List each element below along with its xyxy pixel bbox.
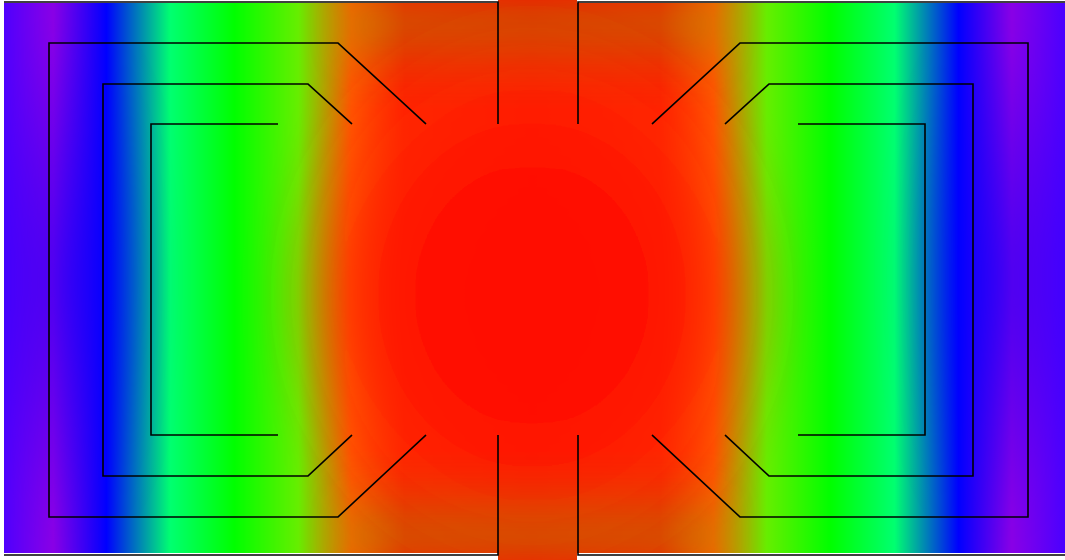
bottom-transition-band [340, 470, 725, 560]
left-low-region [0, 20, 160, 540]
white-border-bottom-left [0, 553, 498, 560]
right-outer-boundary-bottom [577, 435, 1065, 556]
top-transition-band [340, 0, 725, 90]
left-middle-conductor [102, 83, 353, 477]
right-inner-conductor [798, 123, 926, 436]
white-border-left [0, 0, 4, 560]
right-middle-conductor [724, 83, 974, 477]
right-outer-conductor [651, 42, 1029, 518]
geometry-outline [4, 1, 1065, 556]
left-outer-boundary-bottom [4, 435, 499, 556]
right-low-region [905, 20, 1065, 540]
left-inner-conductor [150, 123, 278, 436]
central-hotspot [272, 5, 792, 560]
white-border-bottom-right [577, 553, 1065, 560]
right-outer-boundary [577, 1, 1065, 124]
left-outer-conductor [48, 42, 427, 518]
left-outer-boundary [4, 1, 499, 124]
